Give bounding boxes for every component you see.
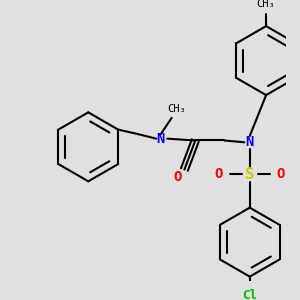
Text: N: N xyxy=(157,132,165,146)
Text: N: N xyxy=(246,135,254,149)
Text: CH₃: CH₃ xyxy=(167,104,186,114)
Text: CH₃: CH₃ xyxy=(257,0,275,9)
Text: S: S xyxy=(245,167,254,182)
Text: O: O xyxy=(173,170,181,184)
Text: O: O xyxy=(276,167,285,181)
Text: Cl: Cl xyxy=(242,289,257,300)
Text: O: O xyxy=(215,167,223,181)
